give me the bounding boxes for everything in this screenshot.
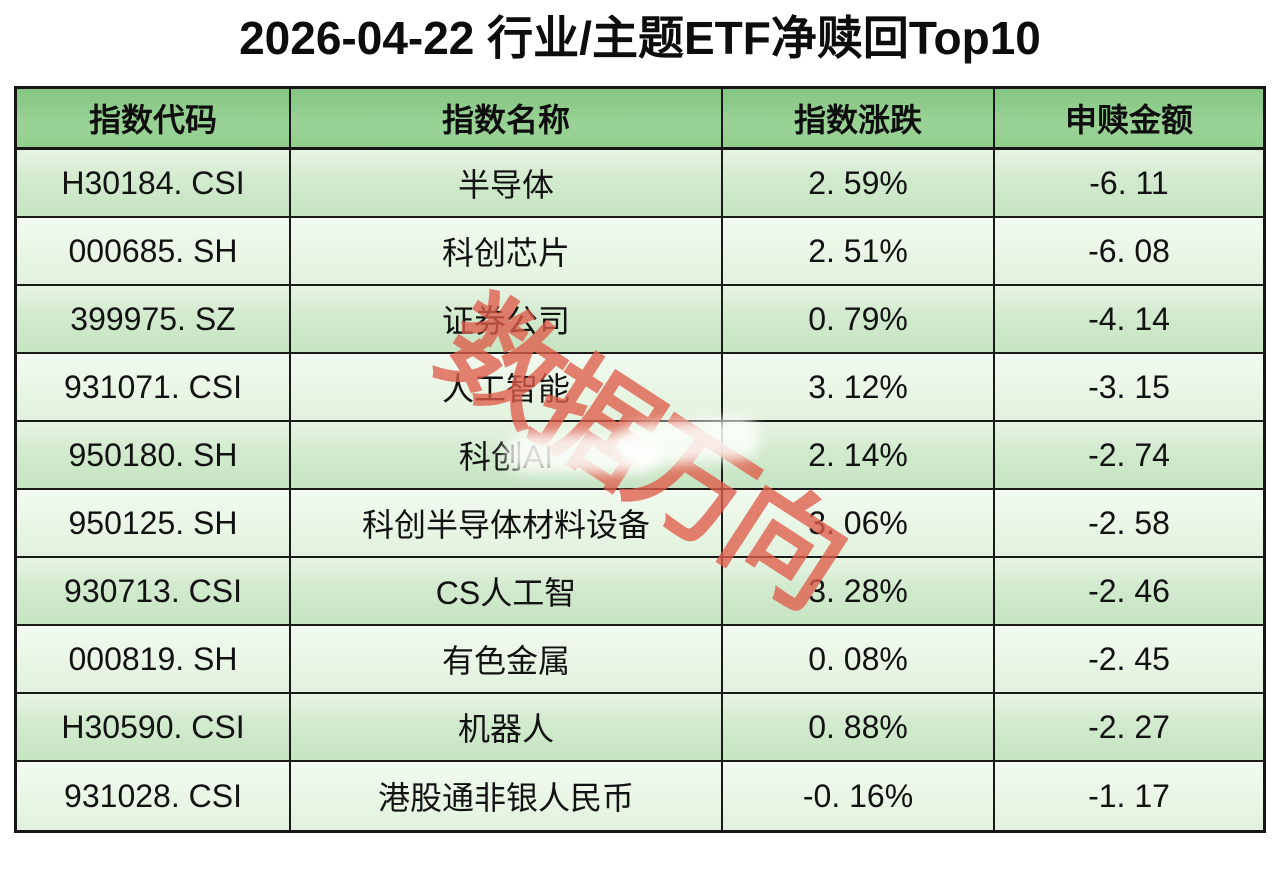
cell-code: 931071. CSI	[17, 354, 291, 420]
cell-code: H30184. CSI	[17, 150, 291, 216]
column-header-amount: 申赎金额	[1064, 102, 1193, 138]
cell-amount: -1. 17	[1088, 777, 1170, 814]
cell-name: 科创AI	[291, 422, 723, 488]
cell-amount: -6. 11	[1089, 164, 1169, 201]
cell-name: 科创半导体材料设备	[291, 490, 723, 556]
cell-code: 000685. SH	[17, 218, 291, 284]
table-row: H30184. CSI 半导体 2. 59% -6. 11	[17, 150, 1263, 218]
table-row: 950125. SH 科创半导体材料设备 3. 06% -2. 58	[17, 490, 1263, 558]
cell-amount: -6. 08	[1088, 232, 1170, 269]
table-row: 930713. CSI CS人工智 3. 28% -2. 46	[17, 558, 1263, 626]
cell-name: 证券公司	[291, 286, 723, 352]
cell-change: 0. 79%	[723, 286, 995, 352]
cell-change: 2. 51%	[723, 218, 995, 284]
table-row: H30590. CSI 机器人 0. 88% -2. 27	[17, 694, 1263, 762]
cell-code: 399975. SZ	[17, 286, 291, 352]
cell-name: 人工智能	[291, 354, 723, 420]
cell-name: CS人工智	[291, 558, 723, 624]
cell-name: 有色金属	[291, 626, 723, 692]
cell-name: 机器人	[291, 694, 723, 760]
column-header-change: 指数涨跌	[723, 89, 995, 147]
cell-amount: -2. 58	[1088, 504, 1170, 541]
cell-code: 930713. CSI	[17, 558, 291, 624]
cell-amount: -2. 74	[1088, 436, 1170, 473]
cell-name: 半导体	[291, 150, 723, 216]
cell-amount: -2. 45	[1088, 640, 1170, 677]
table-row: 399975. SZ 证券公司 0. 79% -4. 14	[17, 286, 1263, 354]
page-title: 2026-04-22 行业/主题ETF净赎回Top10	[239, 12, 1041, 64]
column-header-code: 指数代码	[17, 89, 291, 147]
table-row: 931071. CSI 人工智能 3. 12% -3. 15	[17, 354, 1263, 422]
cell-change: 3. 06%	[723, 490, 995, 556]
cell-name: 科创芯片	[291, 218, 723, 284]
cell-code: H30590. CSI	[17, 694, 291, 760]
table-row: 000685. SH 科创芯片 2. 51% -6. 08	[17, 218, 1263, 286]
cell-amount: -4. 14	[1088, 300, 1170, 337]
cell-change: 0. 88%	[723, 694, 995, 760]
cell-name: 港股通非银人民币	[291, 762, 723, 830]
cell-code: 000819. SH	[17, 626, 291, 692]
cell-change: 0. 08%	[723, 626, 995, 692]
table-header-row: 指数代码 指数名称 指数涨跌 申赎金额	[17, 89, 1263, 150]
table-row: 931028. CSI 港股通非银人民币 -0. 16% -1. 17	[17, 762, 1263, 830]
cell-code: 950125. SH	[17, 490, 291, 556]
cell-change: 2. 59%	[723, 150, 995, 216]
cell-code: 931028. CSI	[17, 762, 291, 830]
cell-change: 2. 14%	[723, 422, 995, 488]
table-body: H30184. CSI 半导体 2. 59% -6. 11 000685. SH 科创芯片…	[17, 150, 1263, 830]
cell-code: 950180. SH	[17, 422, 291, 488]
table-row: 000819. SH 有色金属 0. 08% -2. 45	[17, 626, 1263, 694]
etf-redemption-table: 指数代码 指数名称 指数涨跌 申赎金额 H30184. CSI 半导体 2. 59%…	[14, 86, 1266, 833]
table-row: 950180. SH 科创AI 2. 14% -2. 74	[17, 422, 1263, 490]
column-header-name: 指数名称	[291, 89, 723, 147]
cell-change: 3. 12%	[723, 354, 995, 420]
cell-amount: -2. 46	[1088, 572, 1170, 609]
cell-change: -0. 16%	[723, 762, 995, 830]
cell-amount: -2. 27	[1088, 708, 1170, 745]
cell-amount: -3. 15	[1088, 368, 1170, 405]
cell-change: 3. 28%	[723, 558, 995, 624]
